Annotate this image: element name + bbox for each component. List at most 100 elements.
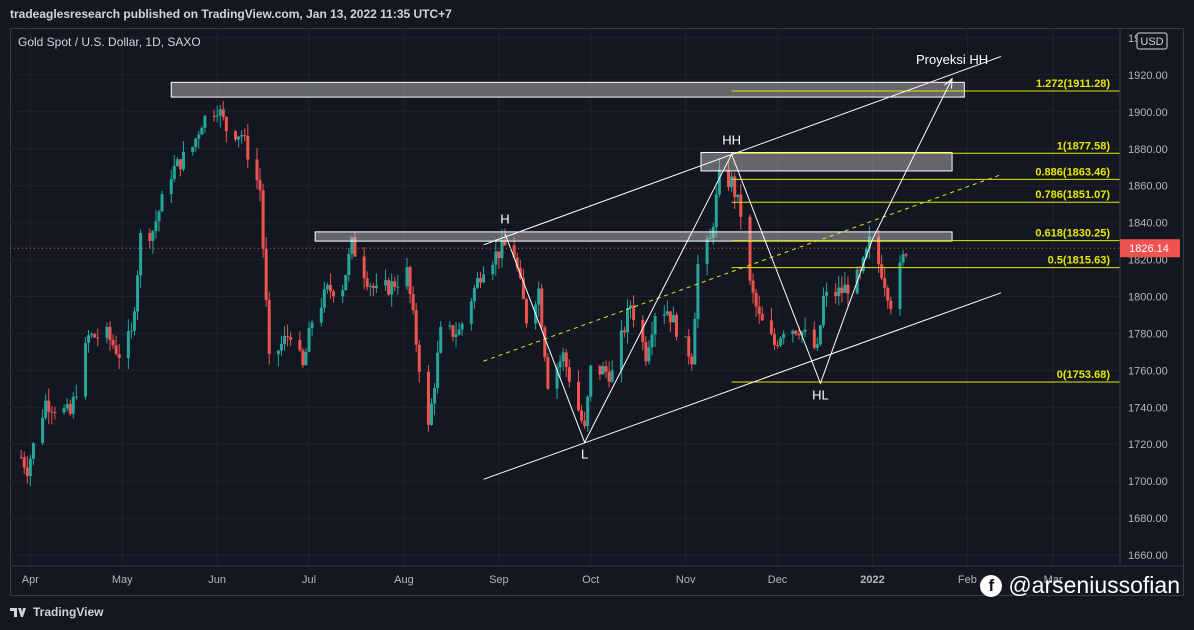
channel-lower-line (483, 292, 1002, 480)
publisher-bar: tradeaglesresearch published on TradingV… (0, 0, 1194, 28)
candle-body (561, 352, 565, 362)
candle-body (387, 280, 391, 295)
candle-body (500, 240, 504, 259)
candle-body (328, 284, 332, 292)
fib-level-label: 0.618(1830.25) (1035, 228, 1110, 240)
candle-body (537, 288, 541, 305)
candle-body (867, 236, 871, 249)
fib-level-label: 0.5(1815.63) (1048, 255, 1111, 267)
candle-body (151, 231, 155, 241)
candle-body (898, 262, 902, 310)
candle-body (417, 344, 421, 372)
candle-body (843, 284, 847, 293)
last-price-label: 1826.14 (1129, 243, 1169, 255)
candle-body (347, 253, 351, 276)
x-tick-label: Nov (676, 574, 696, 586)
y-tick-label: 1900.00 (1128, 107, 1168, 119)
candle-body (448, 325, 452, 327)
projection-arrowhead (944, 77, 953, 89)
candle-body (139, 233, 143, 276)
x-tick-label: Aug (394, 574, 414, 586)
candle-body (791, 330, 795, 335)
candle-body (803, 329, 807, 332)
candle-body (546, 357, 550, 389)
candle-body (497, 251, 501, 259)
candle-body (341, 290, 345, 297)
channel-mid-dashed-line (483, 174, 1002, 362)
candle-body (264, 248, 268, 300)
candle-body (653, 315, 657, 335)
y-tick-label: 1740.00 (1128, 402, 1168, 414)
candle-body (779, 338, 783, 346)
candle-body (503, 240, 507, 246)
candle-body (776, 345, 780, 347)
candle-body (203, 115, 207, 128)
candle-body (301, 350, 305, 366)
candle-body (246, 135, 250, 160)
candle-body (696, 263, 700, 319)
publisher-text: tradeaglesresearch published on TradingV… (10, 7, 452, 21)
candle-body (665, 311, 669, 315)
price-chart[interactable]: 1.272(1911.28) 1(1877.58) 0.886(1863.46) 0.… (0, 0, 1194, 598)
x-tick-label: Feb (958, 574, 977, 586)
y-tick-label: 1920.00 (1128, 70, 1168, 82)
channel-upper-line (483, 55, 1002, 246)
candle-body (157, 211, 161, 222)
candle-body (815, 344, 819, 348)
candle-body (154, 221, 158, 232)
candle-body (105, 326, 109, 338)
candle-body (390, 281, 394, 295)
candle-body (708, 238, 712, 240)
axes: 1660.00 1680.00 1700.00 1720.00 1740.00 1760.… (10, 28, 1184, 586)
candle-body (393, 281, 397, 287)
candle-body (818, 325, 822, 345)
watermark-text: @arseniussofian (1008, 572, 1180, 598)
candle-body (883, 278, 887, 288)
fib-level-label: 1(1877.58) (1057, 140, 1111, 152)
candle-body (276, 350, 280, 354)
candle-body (175, 159, 179, 167)
candle-body (540, 288, 544, 328)
candle-body (218, 109, 222, 116)
candle-body (491, 264, 495, 275)
candle-body (641, 319, 645, 343)
candle-body (255, 159, 259, 181)
candle-body (840, 287, 844, 293)
candle-body (439, 326, 443, 353)
currency-button[interactable]: USD (1136, 32, 1168, 50)
candle-body (589, 365, 593, 397)
candle-body (601, 366, 605, 375)
candle-body (307, 328, 311, 352)
x-tick-label: Dec (768, 574, 788, 586)
candle-body (74, 396, 78, 398)
candle-body (68, 404, 72, 414)
resistance-zone (700, 151, 953, 172)
candle-body (794, 330, 798, 334)
candle-body (604, 366, 608, 372)
x-tick-label: May (112, 574, 133, 586)
candle-body (178, 159, 182, 170)
candle-body (279, 344, 283, 351)
y-tick-label: 1840.00 (1128, 218, 1168, 230)
candle-body (136, 275, 140, 312)
tradingview-logo[interactable]: TradingView (10, 605, 103, 619)
chart-frame[interactable] (10, 28, 1184, 596)
candle-body (408, 267, 412, 294)
candle-body (93, 333, 97, 338)
candle-body (22, 457, 26, 468)
candle-body (108, 326, 112, 340)
facebook-icon: f (980, 574, 1003, 597)
candle-body (671, 314, 675, 323)
grid (10, 28, 1120, 566)
candle-body (96, 337, 100, 339)
candle-body (797, 333, 801, 336)
candle-body (169, 179, 173, 195)
candle-body (212, 115, 216, 117)
candle-body (748, 216, 752, 281)
swing-label: HH (722, 132, 741, 147)
candle-body (543, 327, 547, 358)
candle-body (258, 180, 262, 191)
candle-body (426, 371, 430, 425)
candle-body (460, 323, 464, 330)
currency-label: USD (1140, 36, 1163, 48)
